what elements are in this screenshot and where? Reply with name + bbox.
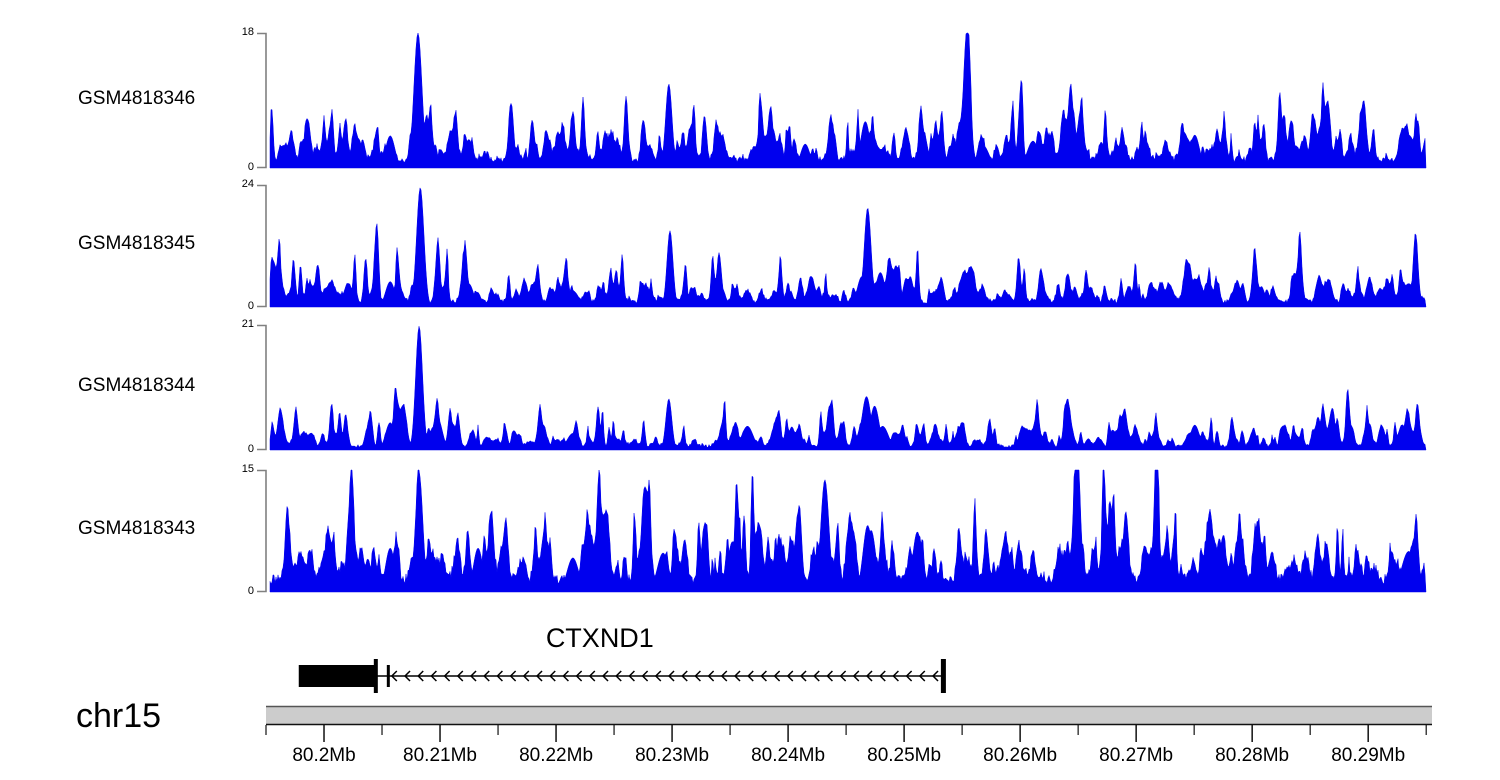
axis-tick-label: 80.24Mb <box>751 745 826 766</box>
strand-arrow-left-icon <box>615 670 622 682</box>
strand-arrow-left-icon <box>456 670 464 682</box>
strand-arrow-left-icon <box>905 670 913 682</box>
axis-tick-label: 80.25Mb <box>867 745 942 766</box>
strand-arrow-left-icon <box>403 670 411 682</box>
strand-arrow-left-icon <box>469 670 477 682</box>
strand-arrow-left-icon <box>931 670 939 682</box>
axis-tick-label: 80.28Mb <box>1215 745 1290 766</box>
strand-arrow-left-icon <box>694 670 701 682</box>
strand-arrow-left-icon <box>918 670 926 682</box>
strand-arrow-left-icon <box>522 670 530 682</box>
strand-arrow-left-icon <box>562 670 569 682</box>
strand-arrow-left-icon <box>826 670 833 682</box>
strand-arrow-left-icon <box>813 670 820 682</box>
strand-arrow-left-icon <box>799 670 807 682</box>
axis-tick-label: 80.21Mb <box>403 745 477 766</box>
strand-arrow-left-icon <box>430 670 437 682</box>
strand-arrow-left-icon <box>760 670 767 682</box>
strand-arrow-left-icon <box>852 670 860 682</box>
strand-arrow-left-icon <box>720 670 728 682</box>
gene-label: CTXND1 <box>545 623 654 653</box>
axis-tick-label: 80.29Mb <box>1331 745 1406 766</box>
strand-arrow-left-icon <box>575 670 583 682</box>
strand-arrow-left-icon <box>707 670 715 682</box>
strand-arrow-left-icon <box>549 670 556 682</box>
strand-arrow-left-icon <box>681 670 688 682</box>
strand-arrow-left-icon <box>733 670 741 682</box>
strand-arrow-left-icon <box>628 670 635 682</box>
axis-tick-label: 80.27Mb <box>1099 745 1174 766</box>
gene-end-boundary <box>940 659 946 693</box>
strand-arrow-left-icon <box>535 670 543 682</box>
gene-exon <box>298 665 376 687</box>
strand-arrow-left-icon <box>747 670 754 682</box>
ideogram-bar <box>266 706 1432 725</box>
axis-tick-label: 80.26Mb <box>983 745 1058 766</box>
strand-arrow-left-icon <box>588 670 596 682</box>
strand-arrow-left-icon <box>786 670 794 682</box>
strand-arrow-left-icon <box>865 670 873 682</box>
strand-arrow-left-icon <box>839 670 847 682</box>
strand-arrow-left-icon <box>417 670 424 682</box>
axis-tick-label: 80.23Mb <box>635 745 710 766</box>
strand-arrow-left-icon <box>654 670 662 682</box>
strand-arrow-left-icon <box>443 670 451 682</box>
strand-arrow-left-icon <box>773 670 781 682</box>
strand-arrow-left-icon <box>509 670 517 682</box>
strand-arrow-left-icon <box>641 670 649 682</box>
strand-arrow-left-icon <box>390 670 398 682</box>
axis-tick-label: 80.22Mb <box>519 745 594 766</box>
strand-arrow-left-icon <box>892 670 899 682</box>
strand-arrow-left-icon <box>601 670 609 682</box>
axis-tick-label: 80.2Mb <box>292 745 356 766</box>
strand-arrow-left-icon <box>483 670 490 682</box>
strand-arrow-left-icon <box>667 670 675 682</box>
strand-arrow-left-icon <box>879 670 886 682</box>
chromosome-label: chr15 <box>76 697 162 735</box>
strand-arrow-left-icon <box>496 670 503 682</box>
